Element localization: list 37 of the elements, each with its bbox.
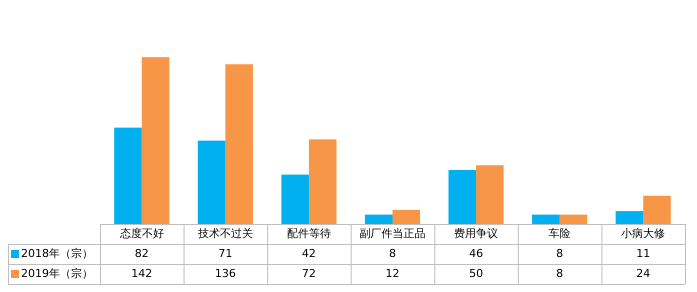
data-label: 46 <box>469 246 484 260</box>
data-label: 8 <box>389 246 396 260</box>
x-tick-label: 车险 <box>548 226 571 240</box>
data-label: 82 <box>134 246 149 260</box>
bar <box>392 210 420 224</box>
bar <box>448 170 476 224</box>
bar <box>643 196 671 224</box>
x-tick-label: 副厂件当正品 <box>360 226 426 240</box>
data-label: 8 <box>556 266 564 280</box>
x-tick-label: 配件等待 <box>286 226 331 240</box>
bar <box>560 214 588 224</box>
x-tick-label: 小病大修 <box>621 226 666 240</box>
bar <box>616 211 644 224</box>
data-label: 72 <box>302 266 316 280</box>
bar <box>532 214 560 224</box>
data-label: 24 <box>636 266 650 280</box>
data-label: 71 <box>218 246 232 260</box>
bar <box>476 165 504 224</box>
bar <box>198 140 226 224</box>
x-tick-label: 态度不好 <box>118 226 164 240</box>
bar <box>142 57 170 224</box>
data-label: 50 <box>469 266 484 280</box>
legend-label: 2019年（宗） <box>21 266 93 280</box>
bar <box>281 174 309 224</box>
data-label: 136 <box>214 266 236 280</box>
data-label: 11 <box>636 246 650 260</box>
bar <box>225 64 253 224</box>
legend-label: 2018年（宗） <box>21 246 93 260</box>
data-label: 142 <box>131 266 152 280</box>
bar <box>364 214 392 224</box>
bar <box>114 128 142 224</box>
bar <box>308 139 337 224</box>
data-label: 8 <box>556 246 564 260</box>
data-label: 12 <box>386 266 400 280</box>
x-tick-label: 技术不过关 <box>196 226 253 240</box>
x-tick-label: 费用争议 <box>454 226 498 240</box>
data-label: 42 <box>302 246 316 260</box>
